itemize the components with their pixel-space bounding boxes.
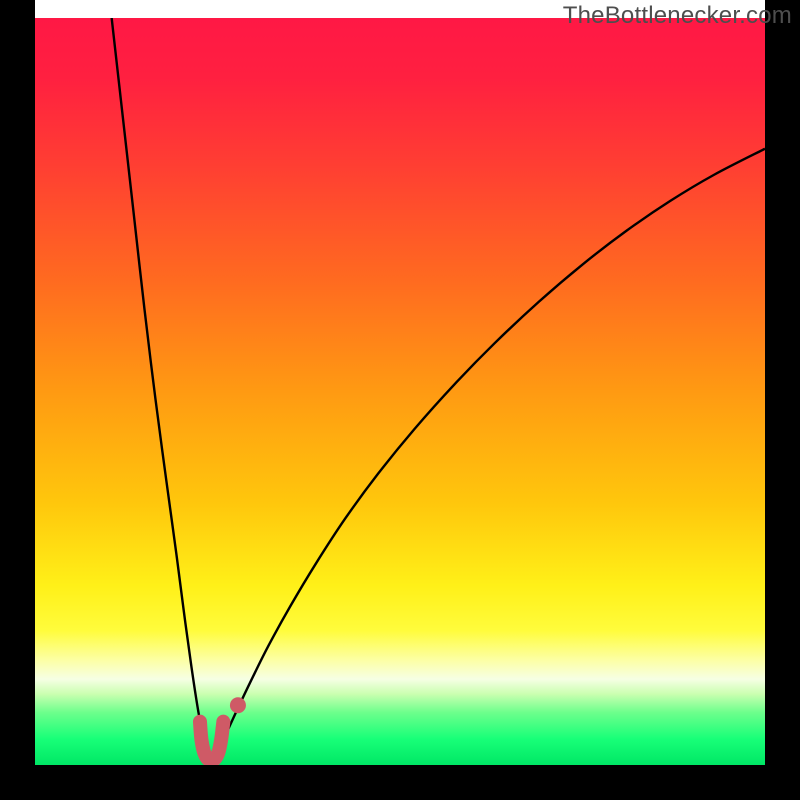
chart-stage: TheBottlenecker.com [0,0,800,800]
watermark-text: TheBottlenecker.com [563,2,792,30]
bottleneck-curve-chart [0,0,800,800]
highlight-dot-marker [230,697,246,713]
frame-bottom [0,765,800,800]
plot-background [35,18,765,765]
frame-left [0,0,35,800]
frame-right [765,0,800,800]
